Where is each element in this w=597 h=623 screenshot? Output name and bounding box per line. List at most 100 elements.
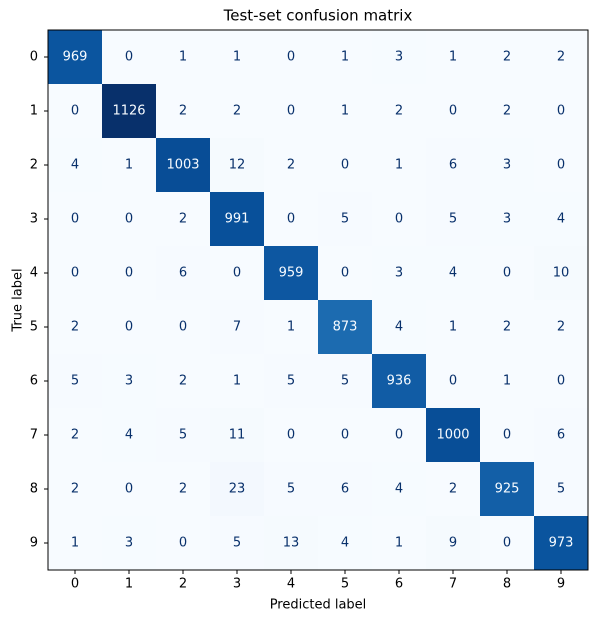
cell [318, 30, 373, 85]
cell-label: 1 [395, 536, 403, 551]
cell [372, 30, 427, 85]
cell [372, 138, 427, 193]
cell-label: 991 [225, 212, 250, 227]
cell [426, 192, 481, 247]
cell [102, 138, 157, 193]
cell-label: 0 [71, 266, 79, 281]
y-tick-label: 1 [30, 104, 38, 119]
cell [426, 246, 481, 301]
cell [156, 84, 211, 139]
cell-label: 0 [557, 374, 565, 389]
cell-label: 0 [449, 374, 457, 389]
cell [372, 300, 427, 355]
cell [534, 516, 589, 571]
cell-label: 0 [71, 212, 79, 227]
cell [426, 462, 481, 517]
cell [210, 516, 265, 571]
cell-label: 0 [125, 320, 133, 335]
cell-label: 7 [233, 320, 241, 335]
cell-label: 5 [71, 374, 79, 389]
cell [318, 138, 373, 193]
cell-label: 1 [341, 50, 349, 65]
plot-frame [47, 29, 589, 571]
cell [480, 84, 535, 139]
cell-label: 1 [449, 50, 457, 65]
cell [210, 354, 265, 409]
y-tick-label: 3 [30, 212, 38, 227]
cell-label: 5 [341, 374, 349, 389]
cell [102, 30, 157, 85]
cell [534, 300, 589, 355]
cell [426, 300, 481, 355]
cell [318, 300, 373, 355]
cell-label: 959 [279, 266, 304, 281]
cell-label: 2 [503, 50, 511, 65]
cell-label: 2 [179, 374, 187, 389]
cell-label: 1 [233, 374, 241, 389]
cell-label: 3 [125, 536, 133, 551]
cell-label: 1 [179, 50, 187, 65]
cell [534, 84, 589, 139]
cell-label: 0 [341, 428, 349, 443]
cell-label: 2 [287, 158, 295, 173]
cell-label: 0 [179, 320, 187, 335]
cell-label: 2 [449, 482, 457, 497]
cell-label: 2 [71, 428, 79, 443]
cell-label: 936 [387, 374, 412, 389]
cell-label: 1 [71, 536, 79, 551]
x-tick-label: 1 [125, 577, 133, 592]
cell-label: 1 [233, 50, 241, 65]
cell-label: 969 [63, 50, 88, 65]
cell [156, 246, 211, 301]
cell [102, 408, 157, 463]
cell-label: 2 [179, 212, 187, 227]
cell-label: 4 [395, 320, 403, 335]
cell-label: 2 [395, 104, 403, 119]
cell [48, 246, 103, 301]
x-tick-label: 3 [233, 577, 241, 592]
cell-label: 2 [503, 320, 511, 335]
cell [264, 192, 319, 247]
y-axis-label: True label [11, 268, 26, 332]
cell-label: 3 [395, 50, 403, 65]
cell-label: 11 [229, 428, 246, 443]
cell [156, 408, 211, 463]
cell-label: 4 [395, 482, 403, 497]
cell-label: 5 [287, 374, 295, 389]
cell-label: 0 [503, 536, 511, 551]
cell-label: 0 [557, 158, 565, 173]
cell [372, 462, 427, 517]
cell [264, 246, 319, 301]
cell-label: 5 [341, 212, 349, 227]
cell [210, 246, 265, 301]
cell [318, 84, 373, 139]
cell-label: 0 [395, 428, 403, 443]
cell [480, 516, 535, 571]
cell [102, 84, 157, 139]
cell-label: 6 [449, 158, 457, 173]
cell [264, 516, 319, 571]
cell [534, 354, 589, 409]
cell [264, 408, 319, 463]
cell [102, 300, 157, 355]
cell-label: 6 [341, 482, 349, 497]
cell-label: 1 [449, 320, 457, 335]
cell-label: 9 [449, 536, 457, 551]
x-tick-label: 4 [287, 577, 295, 592]
cell-label: 5 [449, 212, 457, 227]
x-tick-label: 2 [179, 577, 187, 592]
cell [48, 408, 103, 463]
cell [372, 84, 427, 139]
x-axis-label: Predicted label [270, 598, 367, 613]
cell [210, 30, 265, 85]
cell [102, 246, 157, 301]
cell [534, 30, 589, 85]
cell-label: 0 [125, 266, 133, 281]
cell-label: 973 [549, 536, 574, 551]
cell [426, 516, 481, 571]
cell-label: 1 [125, 158, 133, 173]
y-tick-label: 6 [30, 374, 38, 389]
cell-label: 1 [503, 374, 511, 389]
cell-label: 4 [449, 266, 457, 281]
